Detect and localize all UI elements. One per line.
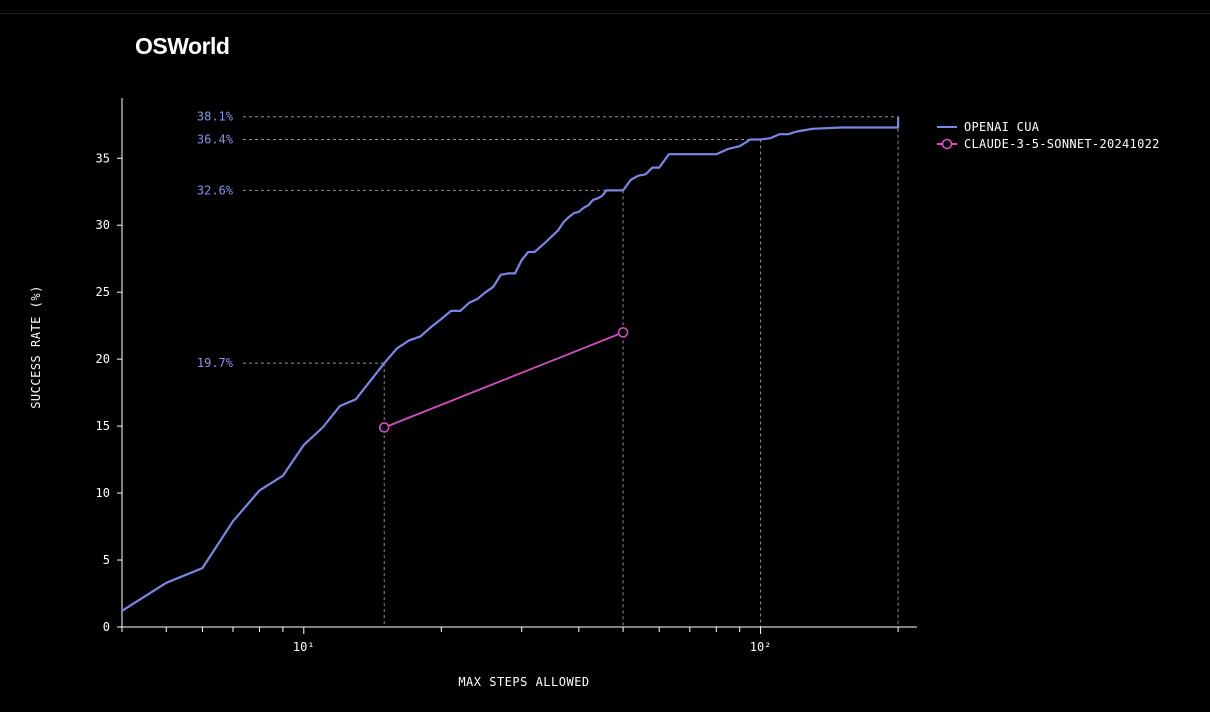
top-divider	[0, 13, 1210, 14]
page-title: OSWorld	[135, 33, 230, 59]
x-axis-label: MAX STEPS ALLOWED	[458, 675, 589, 689]
annotation-labels: 38.1% 36.4% 32.6% 19.7%	[197, 110, 234, 370]
data-point	[617, 327, 629, 338]
series-line-openai-cua	[121, 116, 900, 612]
annotation-label: 19.7%	[197, 356, 234, 370]
legend: OPENAI CUA CLAUDE-3-5-SONNET-20241022	[937, 120, 1160, 151]
axes: 0 5 10 15 20 25 30 35 10¹ 10²	[96, 98, 917, 654]
legend-label: CLAUDE-3-5-SONNET-20241022	[964, 137, 1160, 151]
y-tick-label: 35	[96, 151, 110, 165]
x-tick-label: 10¹	[293, 640, 315, 654]
y-axis-label: SUCCESS RATE (%)	[29, 285, 43, 409]
y-tick-label: 0	[103, 620, 110, 634]
series-line-claude	[383, 331, 624, 429]
legend-marker	[941, 138, 953, 150]
y-tick-label: 20	[96, 352, 110, 366]
annotation-label: 36.4%	[197, 133, 234, 147]
y-tick-label: 25	[96, 285, 110, 299]
y-tick-label: 5	[103, 553, 110, 567]
annotation-label: 32.6%	[197, 183, 234, 197]
annotation-label: 38.1%	[197, 110, 234, 124]
y-tick-label: 10	[96, 486, 110, 500]
y-tick-label: 30	[96, 218, 110, 232]
series-layer	[121, 116, 900, 612]
y-tick-label: 15	[96, 419, 110, 433]
guide-lines	[243, 116, 899, 627]
legend-label: OPENAI CUA	[964, 120, 1040, 134]
x-tick-label: 10²	[750, 640, 772, 654]
data-point	[378, 422, 390, 433]
